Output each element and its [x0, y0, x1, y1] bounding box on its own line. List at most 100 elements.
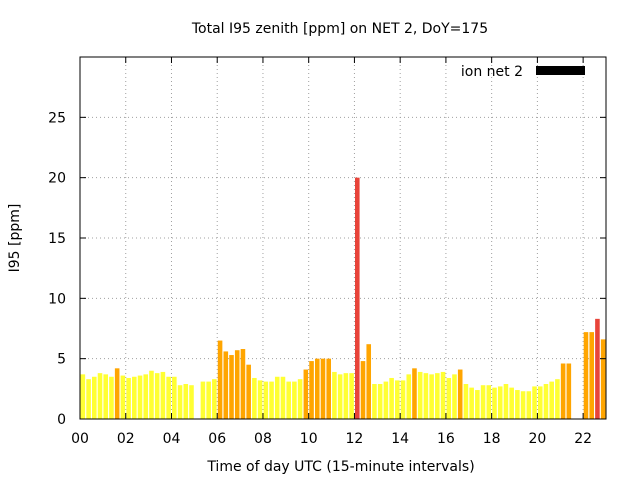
bar: [355, 177, 360, 419]
bar: [532, 386, 537, 419]
bar: [257, 380, 263, 419]
bar: [560, 363, 566, 419]
bar: [86, 379, 91, 419]
bar: [137, 375, 143, 419]
y-axis-label: I95 [ppm]: [7, 204, 23, 273]
bar: [234, 350, 240, 419]
bar: [486, 385, 492, 419]
chart-title: Total I95 zenith [ppm] on NET 2, DoY=175: [191, 21, 488, 37]
bar: [469, 387, 474, 419]
bar: [109, 376, 114, 419]
bar: [132, 376, 137, 419]
ticks: 00 02 04 06 08 10 12 14 16 18 20 22 0 5 10 15 20 25: [48, 57, 606, 447]
bar: [126, 377, 131, 419]
bar: [389, 377, 394, 419]
y-tick-label: 10: [48, 291, 66, 307]
bar: [337, 374, 343, 419]
bar: [423, 373, 429, 419]
y-tick-label: 15: [48, 231, 66, 247]
x-tick-label: 06: [208, 431, 226, 447]
legend: ion net 2: [461, 64, 585, 80]
x-tick-label: 02: [117, 431, 135, 447]
bar: [114, 368, 120, 419]
bar: [240, 349, 246, 419]
bar: [274, 376, 280, 419]
y-tick-label: 5: [57, 352, 66, 368]
bar: [446, 377, 452, 419]
bar: [166, 376, 171, 419]
bar: [303, 369, 309, 419]
bar: [595, 318, 600, 419]
bar: [326, 358, 331, 419]
bar: [417, 371, 423, 419]
bar: [537, 386, 543, 419]
bar: [463, 384, 469, 419]
bar: [600, 339, 606, 419]
bar: [515, 390, 520, 419]
bar: [429, 374, 434, 419]
x-tick-label: 08: [254, 431, 272, 447]
x-tick-label: 10: [300, 431, 318, 447]
bar: [360, 361, 366, 419]
bar: [309, 361, 314, 419]
bar: [400, 380, 406, 419]
bar: [520, 391, 526, 419]
bar: [480, 385, 486, 419]
bar: [280, 376, 286, 419]
bar: [349, 373, 354, 419]
bar: [143, 374, 149, 419]
bar: [223, 351, 229, 419]
bar: [189, 385, 194, 419]
bar: [526, 391, 532, 419]
bar: [332, 371, 337, 419]
bar: [80, 374, 86, 419]
bar: [183, 384, 189, 419]
x-tick-label: 18: [483, 431, 501, 447]
legend-label: ion net 2: [461, 64, 523, 80]
bar: [589, 332, 594, 419]
bar: [372, 384, 377, 419]
bar: [452, 374, 457, 419]
bar: [172, 376, 177, 419]
x-tick-label: 16: [437, 431, 455, 447]
bar: [154, 373, 160, 419]
bar: [314, 358, 320, 419]
bar: [97, 373, 103, 419]
bar: [252, 377, 257, 419]
bar: [440, 371, 446, 419]
bar: [503, 384, 509, 419]
bar: [543, 384, 549, 419]
grid: [80, 57, 606, 419]
bar: [269, 381, 274, 419]
bar: [263, 381, 269, 419]
bar: [492, 387, 497, 419]
bar: [149, 370, 154, 419]
bar: [320, 358, 326, 419]
bar: [212, 379, 217, 419]
plot-frame: [79, 56, 607, 420]
bar: [406, 374, 412, 419]
bar: [206, 381, 211, 419]
x-tick-label: 20: [528, 431, 546, 447]
bar: [229, 355, 234, 419]
y-tick-label: 0: [57, 412, 66, 428]
y-tick-label: 25: [48, 110, 66, 126]
bar: [555, 379, 560, 419]
bar: [246, 364, 251, 419]
bar: [435, 373, 440, 419]
bar: [475, 390, 480, 419]
bar: [457, 369, 463, 419]
bar: [377, 384, 383, 419]
x-axis-label: Time of day UTC (15-minute intervals): [206, 459, 474, 475]
bar: [292, 381, 297, 419]
bar: [286, 381, 291, 419]
bar: [200, 381, 206, 419]
bars: [80, 177, 606, 419]
legend-swatch: [536, 66, 585, 75]
bar: [343, 373, 349, 419]
x-tick-label: 12: [346, 431, 364, 447]
bar: [412, 368, 417, 419]
bar: [217, 340, 223, 419]
bar: [549, 381, 554, 419]
